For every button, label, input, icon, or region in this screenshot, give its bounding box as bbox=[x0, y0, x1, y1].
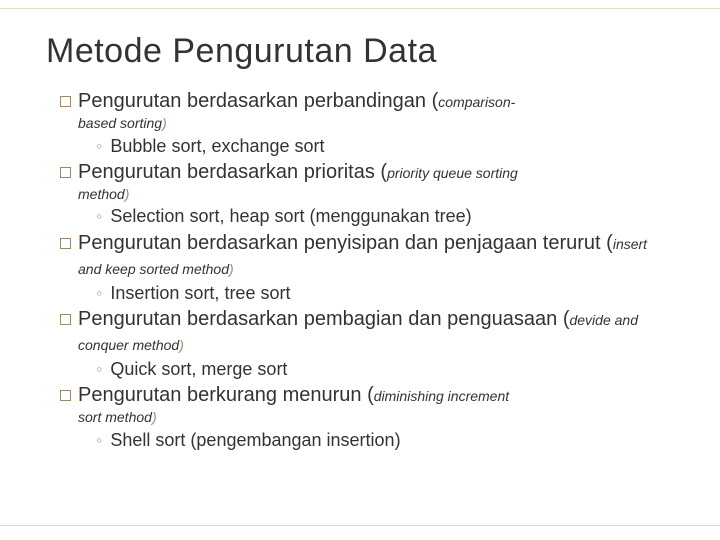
sub-bullet-icon: ◦ bbox=[96, 281, 102, 305]
page-title: Metode Pengurutan Data bbox=[46, 32, 674, 71]
sub-item-text: Selection sort, heap sort (menggunakan t… bbox=[110, 204, 674, 228]
sub-bullet-icon: ◦ bbox=[96, 428, 102, 452]
list-item-text: Pengurutan berdasarkan perbandingan (com… bbox=[78, 89, 674, 114]
italic-continuation: based sorting) bbox=[78, 114, 674, 134]
list-item: Pengurutan berkurang menurun (diminishin… bbox=[60, 383, 674, 452]
list-item-text: Pengurutan berdasarkan pembagian dan pen… bbox=[78, 307, 674, 357]
sub-item-text: Insertion sort, tree sort bbox=[110, 281, 674, 305]
square-bullet-icon bbox=[60, 238, 71, 249]
close-paren: ) bbox=[162, 115, 167, 131]
square-bullet-icon bbox=[60, 167, 71, 178]
content-list: Pengurutan berdasarkan perbandingan (com… bbox=[46, 89, 674, 452]
italic-continuation: method) bbox=[78, 185, 674, 205]
list-item: Pengurutan berdasarkan pembagian dan pen… bbox=[60, 307, 674, 381]
italic-term: diminishing increment bbox=[374, 388, 509, 404]
main-text-part: Pengurutan berdasarkan pembagian dan pen… bbox=[78, 308, 569, 330]
sub-item-text: Shell sort (pengembangan insertion) bbox=[110, 428, 674, 452]
italic-cont-text: method bbox=[78, 186, 125, 202]
italic-continuation: sort method) bbox=[78, 408, 674, 428]
close-paren: ) bbox=[179, 337, 184, 353]
list-item: Pengurutan berdasarkan prioritas (priori… bbox=[60, 160, 674, 229]
list-item-text: Pengurutan berdasarkan penyisipan dan pe… bbox=[78, 231, 674, 281]
square-bullet-icon bbox=[60, 96, 71, 107]
list-item: Pengurutan berdasarkan perbandingan (com… bbox=[60, 89, 674, 158]
list-item: Pengurutan berdasarkan penyisipan dan pe… bbox=[60, 231, 674, 305]
square-bullet-icon bbox=[60, 390, 71, 401]
main-text-part: Pengurutan berdasarkan prioritas ( bbox=[78, 161, 387, 183]
list-item-text: Pengurutan berkurang menurun (diminishin… bbox=[78, 383, 674, 408]
italic-term: comparison- bbox=[438, 94, 515, 110]
sub-item-text: Quick sort, merge sort bbox=[110, 357, 674, 381]
list-item-text: Pengurutan berdasarkan prioritas (priori… bbox=[78, 160, 674, 185]
italic-cont-text: based sorting bbox=[78, 115, 162, 131]
square-bullet-icon bbox=[60, 314, 71, 325]
sub-bullet-icon: ◦ bbox=[96, 357, 102, 381]
close-paren: ) bbox=[125, 186, 130, 202]
sub-bullet-icon: ◦ bbox=[96, 204, 102, 228]
main-text-part: Pengurutan berdasarkan perbandingan ( bbox=[78, 90, 438, 112]
main-text-part: Pengurutan berkurang menurun ( bbox=[78, 384, 374, 406]
italic-term: priority queue sorting bbox=[387, 165, 518, 181]
close-paren: ) bbox=[152, 409, 157, 425]
sub-item-text: Bubble sort, exchange sort bbox=[110, 134, 674, 158]
italic-cont-text: sort method bbox=[78, 409, 152, 425]
sub-bullet-icon: ◦ bbox=[96, 134, 102, 158]
main-text-part: Pengurutan berdasarkan penyisipan dan pe… bbox=[78, 232, 613, 254]
close-paren: ) bbox=[229, 261, 234, 277]
